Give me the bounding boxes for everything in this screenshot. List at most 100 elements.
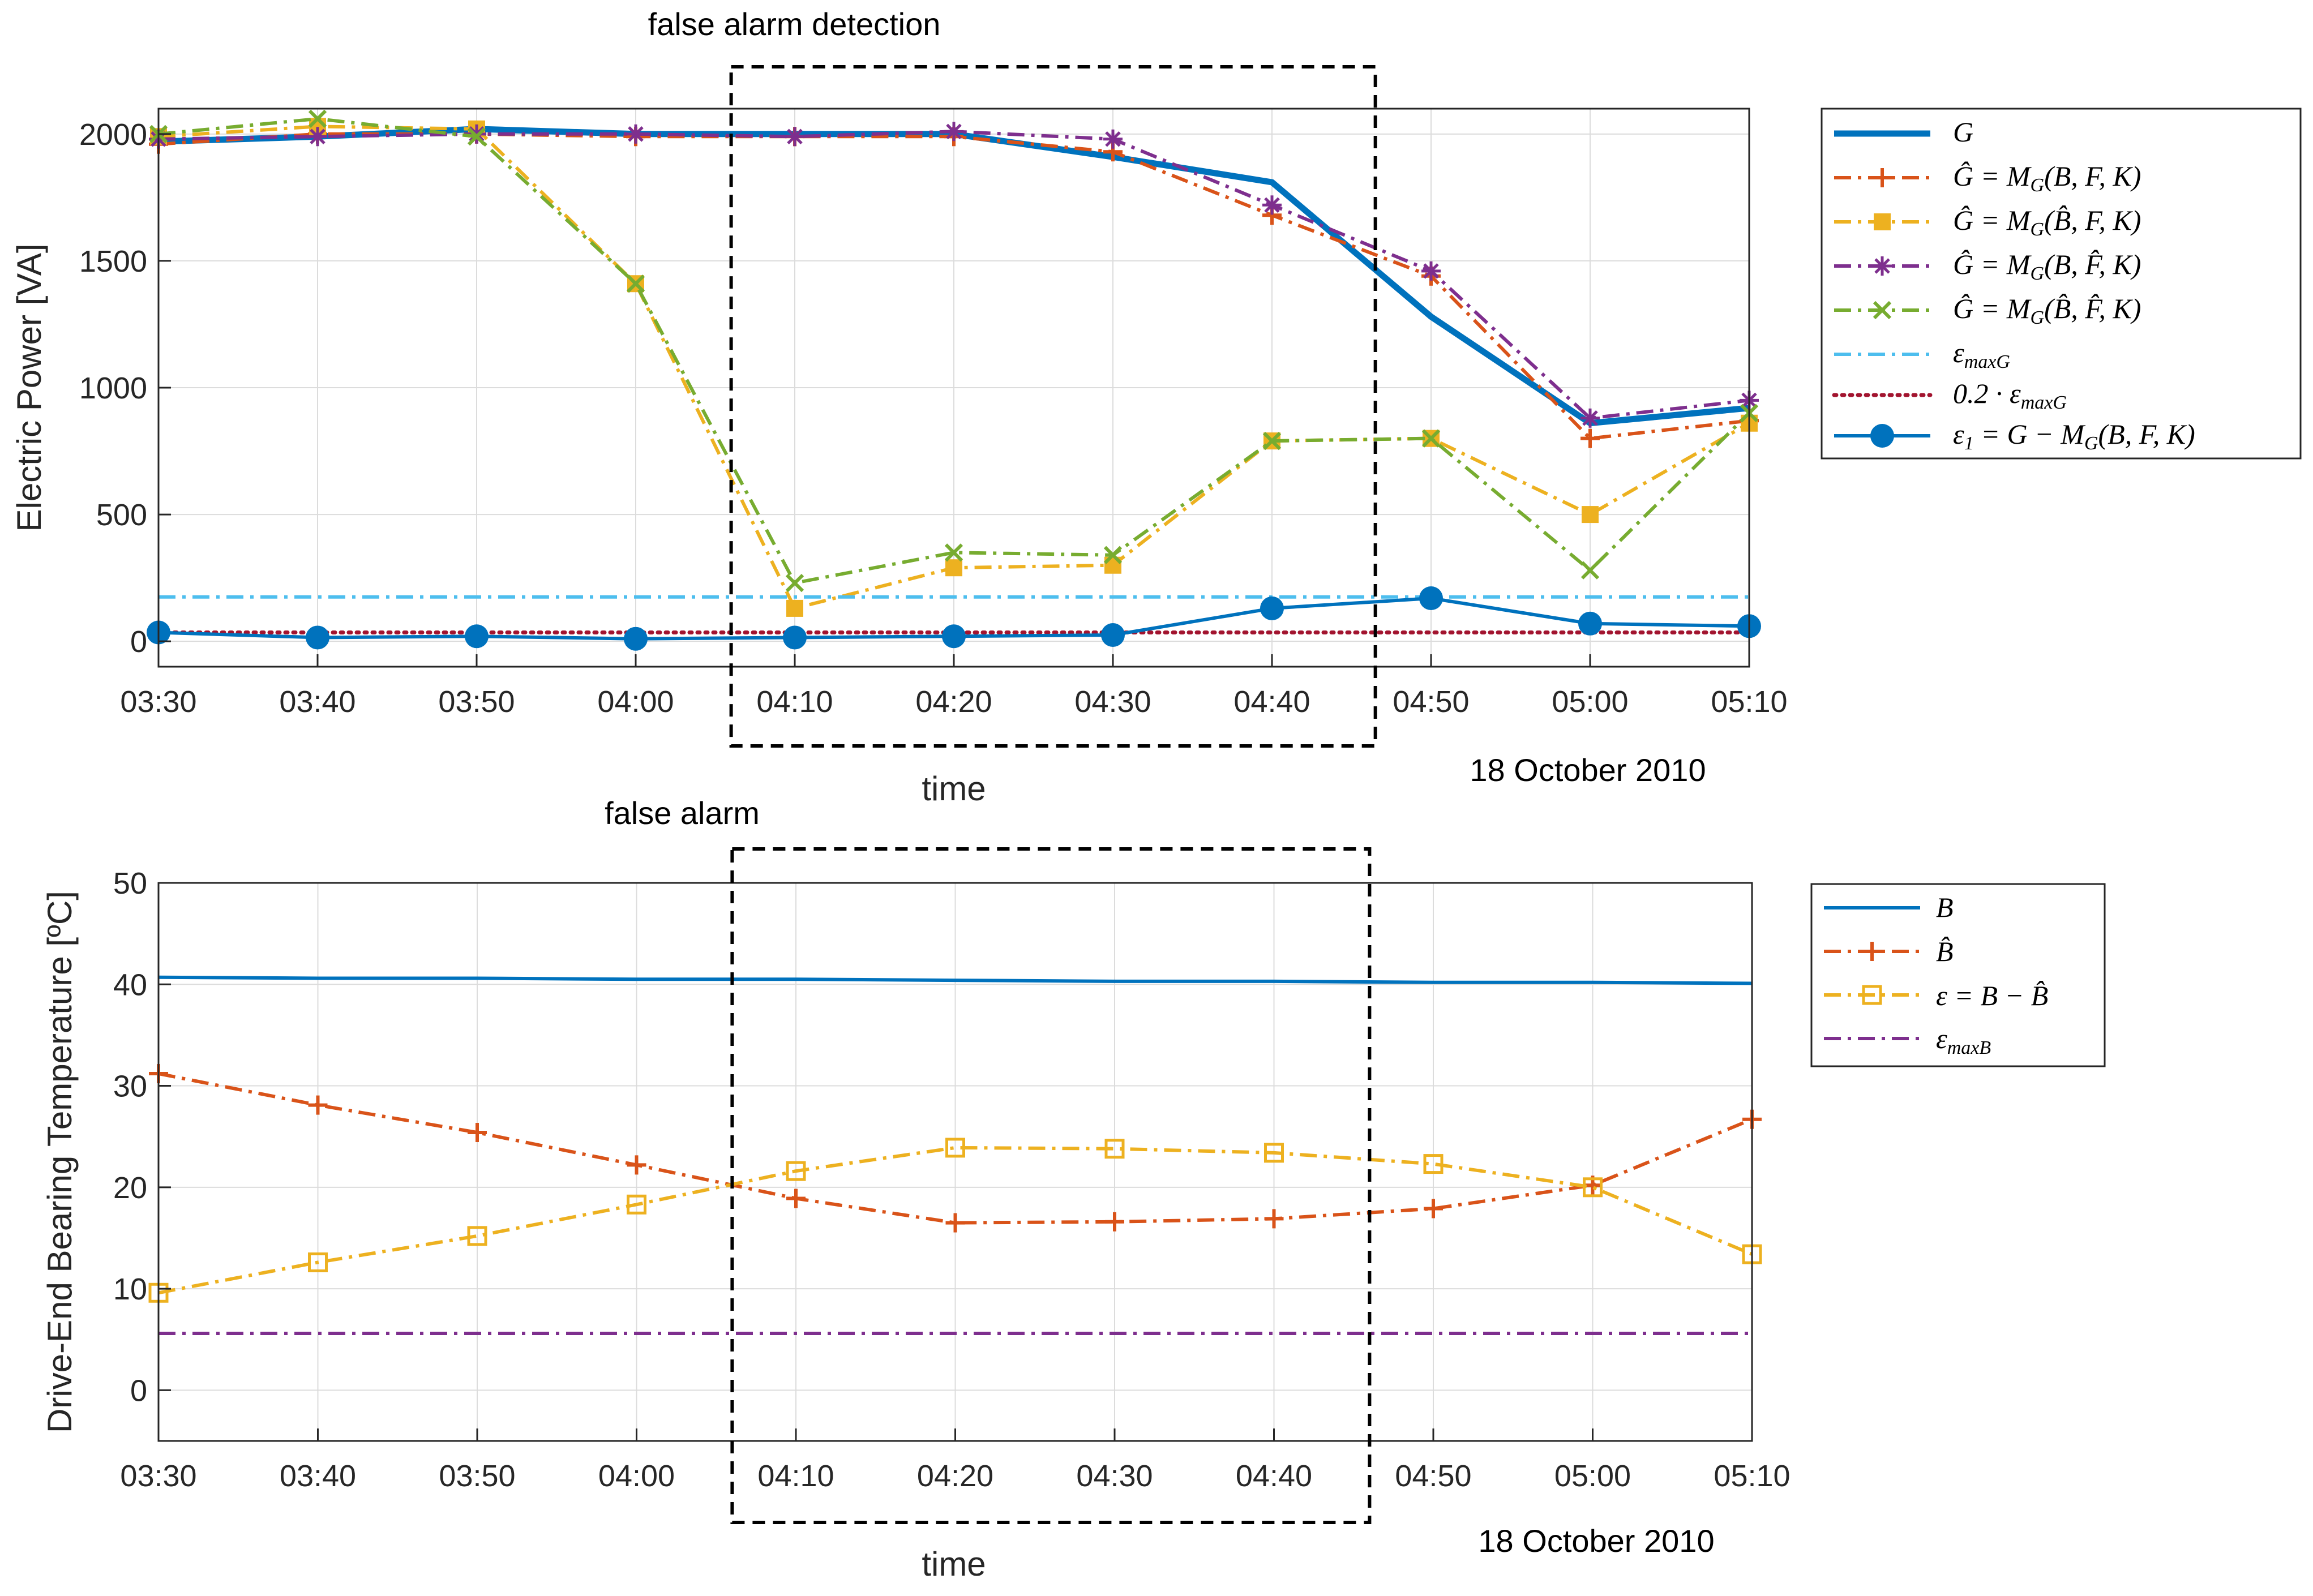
data-point-eps xyxy=(1583,1177,1603,1198)
y-tick-label: 1000 xyxy=(79,371,147,405)
power-legend-samples xyxy=(1832,130,1933,448)
data-point-G_hat_Bhat_Fhat_K xyxy=(785,573,804,593)
x-tick-label: 03:30 xyxy=(120,1459,196,1493)
temperature-annotation-text: false alarm xyxy=(605,795,760,831)
data-point-B_hat xyxy=(468,1123,487,1143)
data-point-eps xyxy=(1104,1139,1125,1159)
temperature-legend: B B̂ ε = B − B̂ εmaxB xyxy=(1810,883,2106,1067)
y-tick-label: 0 xyxy=(130,1374,147,1408)
temperature-y-axis-title: Drive-End Bearing Temperature [ºC] xyxy=(41,891,79,1433)
data-point-B_hat xyxy=(308,1095,328,1115)
x-tick-label: 03:30 xyxy=(120,685,196,719)
data-point-eps1 xyxy=(1101,623,1125,647)
data-point-G_hat_Bhat_Fhat_K xyxy=(1103,546,1123,564)
temperature-chart: 0 10 20 30 40 50 03:30 03:40 03:50 04:00 04:10 04:… xyxy=(41,795,2106,1583)
legend-entry-G-hat-Bhat-Fhat-K: Ĝ = MG(B̂, F̂, K) xyxy=(1953,293,2141,328)
power-date-label: 18 October 2010 xyxy=(1470,752,1706,788)
legend-marker-B_hat xyxy=(1862,942,1882,961)
y-tick-label: 50 xyxy=(113,866,147,900)
data-point-eps xyxy=(786,1161,806,1181)
data-point-G_hat_Bhat_Fhat_K xyxy=(308,109,327,128)
data-point-eps1 xyxy=(783,625,807,650)
temperature-x-ticks: 03:30 03:40 03:50 04:00 04:10 04:20 04:30 04:40… xyxy=(120,1428,1791,1493)
legend-entry-G-hat-B-Fhat-K: Ĝ = MG(B, F̂, K) xyxy=(1953,248,2141,284)
x-tick-label: 03:40 xyxy=(280,1459,356,1493)
power-annotation-text: false alarm detection xyxy=(648,6,941,42)
temperature-series xyxy=(148,975,1762,1335)
series-line-B xyxy=(158,975,1753,985)
data-point-B_hat xyxy=(1105,1212,1124,1232)
data-point-eps1 xyxy=(942,624,966,649)
y-tick-label: 10 xyxy=(113,1272,147,1306)
legend-marker-G_hat_Bhat_F_K xyxy=(1874,213,1891,230)
x-tick-label: 04:50 xyxy=(1395,1459,1471,1493)
data-point-G_hat_Bhat_F_K xyxy=(945,559,962,577)
data-point-G_hat_B_Fhat_K xyxy=(1103,129,1123,149)
data-point-eps xyxy=(467,1226,487,1246)
x-tick-label: 04:40 xyxy=(1233,685,1310,719)
legend-entry-G-hat-B-F-K: Ĝ = MG(B, F, K) xyxy=(1953,160,2141,196)
legend-entry-G: G xyxy=(1953,116,1973,148)
temperature-legend-box xyxy=(1810,883,2106,1067)
x-tick-label: 04:30 xyxy=(1074,685,1151,719)
power-x-axis-title: time xyxy=(922,770,986,808)
data-point-eps1 xyxy=(465,624,489,649)
data-point-G_hat_Bhat_Fhat_K xyxy=(626,274,645,293)
legend-marker-G_hat_B_Fhat_K xyxy=(1873,256,1892,276)
data-point-eps1 xyxy=(1260,596,1284,620)
y-tick-label: 1500 xyxy=(79,244,147,278)
y-tick-label: 2000 xyxy=(79,118,147,152)
data-point-G_hat_B_Fhat_K xyxy=(1421,261,1441,281)
legend-entry-B-hat: B̂ xyxy=(1936,936,1954,967)
data-point-eps xyxy=(1264,1143,1284,1163)
x-tick-label: 04:10 xyxy=(757,1459,834,1493)
y-tick-label: 40 xyxy=(113,968,147,1002)
power-chart: 0 500 1000 1500 2000 03:30 03:40 03:50 04:00 04:… xyxy=(10,6,2302,808)
power-x-ticks: 03:30 03:40 03:50 04:00 04:10 04:20 04:30 04:40… xyxy=(120,654,1788,719)
data-point-eps xyxy=(945,1138,965,1158)
y-tick-label: 30 xyxy=(113,1070,147,1104)
x-tick-label: 03:40 xyxy=(279,685,355,719)
data-point-G_hat_Bhat_Fhat_K xyxy=(944,543,963,562)
temperature-legend-samples xyxy=(1824,906,1920,1040)
temperature-date-label: 18 October 2010 xyxy=(1478,1523,1714,1559)
data-point-G_hat_B_Fhat_K xyxy=(944,122,963,141)
legend-entry-0.2-eps-maxG: 0.2 · εmaxG xyxy=(1953,377,2067,413)
data-point-B_hat xyxy=(1264,1209,1284,1229)
data-point-eps xyxy=(627,1194,646,1215)
x-tick-label: 04:20 xyxy=(917,1459,993,1493)
power-y-ticks: 0 500 1000 1500 2000 xyxy=(79,118,171,659)
data-point-eps1 xyxy=(1578,611,1602,636)
data-point-B_hat xyxy=(1424,1199,1443,1219)
x-tick-label: 05:10 xyxy=(1711,685,1787,719)
temperature-x-axis-title: time xyxy=(922,1545,986,1583)
data-point-G_hat_B_Fhat_K xyxy=(308,127,327,147)
temperature-annotation-box xyxy=(730,847,1372,1524)
data-point-eps1 xyxy=(306,625,329,650)
data-point-eps1 xyxy=(624,627,648,651)
x-tick-label: 03:50 xyxy=(438,685,515,719)
temperature-y-ticks: 0 10 20 30 40 50 xyxy=(113,866,171,1408)
legend-entry-eps: ε = B − B̂ xyxy=(1936,980,2048,1011)
x-tick-label: 04:50 xyxy=(1393,685,1469,719)
data-point-G_hat_Bhat_F_K xyxy=(786,599,803,617)
data-point-G_hat_B_Fhat_K xyxy=(1580,408,1600,428)
y-tick-label: 20 xyxy=(113,1171,147,1205)
legend-entry-G-hat-Bhat-F-K: Ĝ = MG(B̂, F, K) xyxy=(1953,204,2141,240)
x-tick-label: 04:40 xyxy=(1236,1459,1312,1493)
power-legend-box xyxy=(1821,108,2302,460)
data-point-G_hat_Bhat_Fhat_K xyxy=(1262,431,1282,451)
data-point-G_hat_Bhat_Fhat_K xyxy=(1580,561,1600,580)
legend-marker-eps xyxy=(1862,985,1882,1005)
x-tick-label: 05:00 xyxy=(1554,1459,1631,1493)
data-point-G_hat_B_F_K xyxy=(1580,428,1600,448)
data-point-eps1 xyxy=(1419,586,1443,610)
data-point-G_hat_B_Fhat_K xyxy=(785,127,804,147)
series-line-G_hat_Bhat_Fhat_K xyxy=(158,117,1751,585)
legend-marker-G_hat_B_F_K xyxy=(1873,168,1892,187)
data-point-G_hat_Bhat_F_K xyxy=(1582,506,1599,524)
power-series xyxy=(147,109,1761,651)
data-point-G_hat_B_Fhat_K xyxy=(1262,195,1282,215)
data-point-G_hat_Bhat_Fhat_K xyxy=(1421,429,1441,448)
x-tick-label: 05:00 xyxy=(1552,685,1628,719)
